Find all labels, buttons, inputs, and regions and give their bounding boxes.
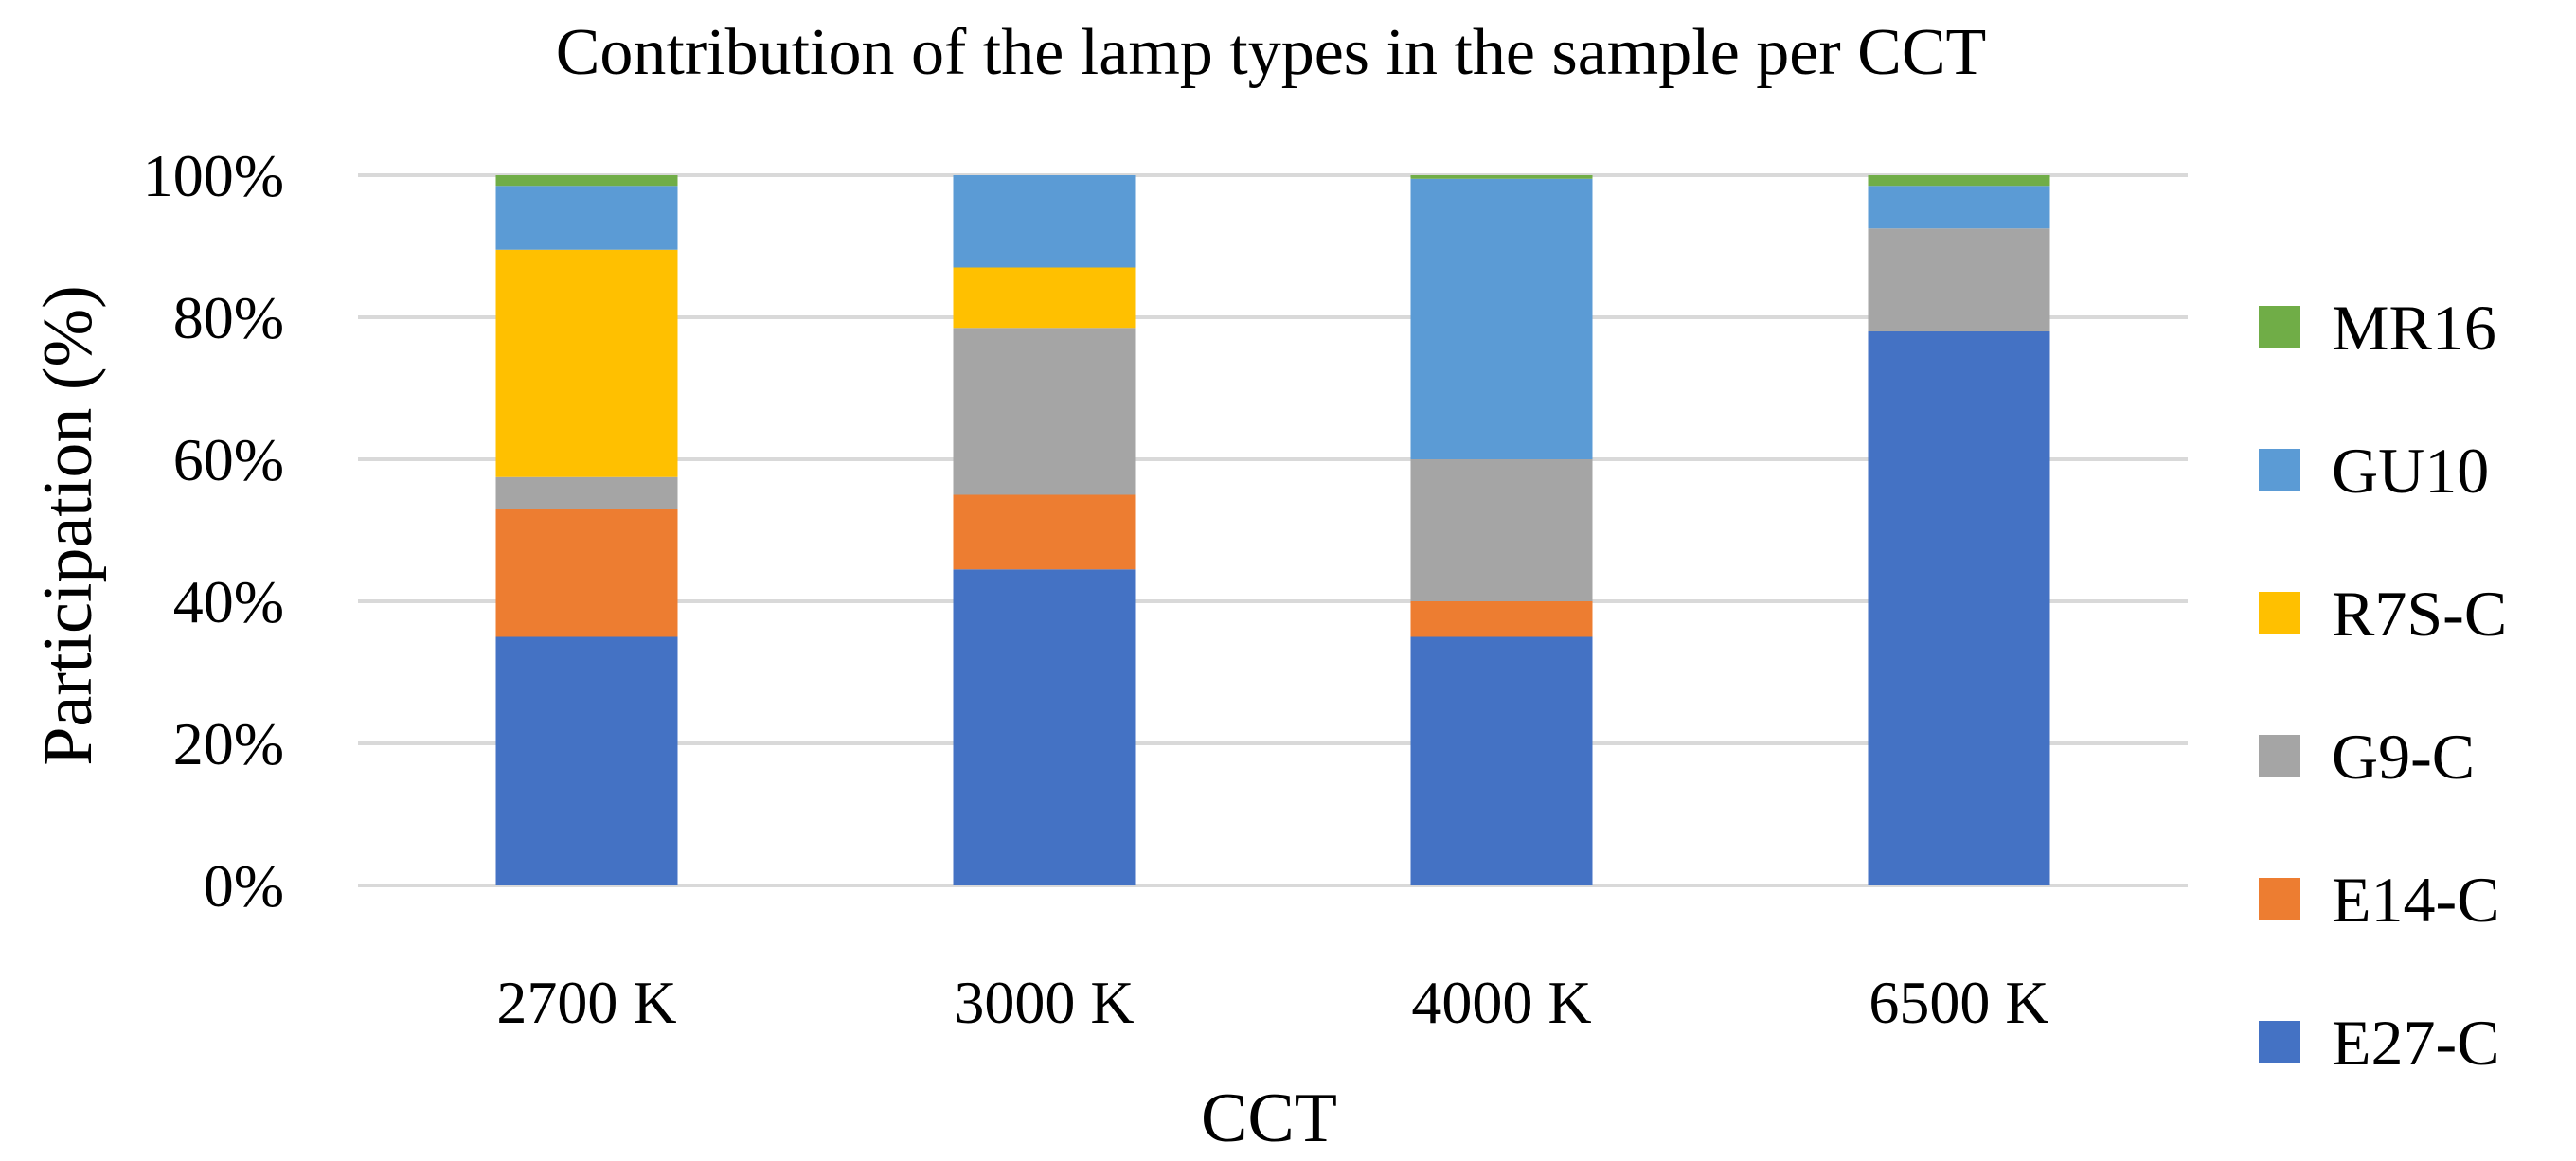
chart-title: Contribution of the lamp types in the sa… bbox=[556, 16, 1987, 89]
bar-segment-e27-c-0 bbox=[495, 636, 678, 885]
bar-segment-e27-c-1 bbox=[953, 569, 1136, 885]
y-tick-label: 100% bbox=[143, 142, 284, 209]
bar-segment-e14-c-1 bbox=[953, 494, 1136, 570]
bar-segment-e27-c-2 bbox=[1410, 636, 1593, 885]
bar-segment-mr16-3 bbox=[1868, 175, 2050, 187]
bar-segment-g9-c-3 bbox=[1868, 228, 2050, 331]
legend-label-r7s-c: R7S-C bbox=[2332, 578, 2507, 650]
bars bbox=[495, 175, 2050, 885]
legend-swatch-e14-c bbox=[2259, 878, 2300, 920]
x-tick-label: 2700 K bbox=[496, 969, 676, 1036]
y-tick-label: 40% bbox=[173, 568, 284, 635]
legend-swatch-e27-c bbox=[2259, 1021, 2300, 1063]
y-tick-label: 20% bbox=[173, 710, 284, 777]
x-tick-label: 4000 K bbox=[1411, 969, 1591, 1036]
x-axis-ticks: 2700 K 3000 K 4000 K 6500 K bbox=[496, 969, 2048, 1036]
bar-segment-mr16-2 bbox=[1410, 175, 1593, 179]
y-tick-label: 0% bbox=[204, 852, 284, 920]
x-tick-label: 3000 K bbox=[954, 969, 1134, 1036]
legend-label-g9-c: G9-C bbox=[2332, 721, 2475, 793]
legend-swatch-gu10 bbox=[2259, 449, 2300, 491]
y-axis-title: Participation (%) bbox=[29, 285, 107, 766]
bar-segment-gu10-3 bbox=[1868, 186, 2050, 229]
bar-segment-e14-c-0 bbox=[495, 509, 678, 637]
bar-segment-gu10-0 bbox=[495, 186, 678, 250]
legend-label-mr16: MR16 bbox=[2332, 292, 2496, 364]
bar-segment-r7s-c-1 bbox=[953, 267, 1136, 329]
legend-swatch-mr16 bbox=[2259, 306, 2300, 348]
legend-swatch-g9-c bbox=[2259, 735, 2300, 777]
legend-label-gu10: GU10 bbox=[2332, 435, 2489, 507]
bar-segment-g9-c-0 bbox=[495, 476, 678, 509]
bar-segment-gu10-1 bbox=[953, 175, 1136, 268]
legend-swatch-r7s-c bbox=[2259, 592, 2300, 634]
bar-segment-g9-c-2 bbox=[1410, 459, 1593, 601]
legend: MR16 GU10 R7S-C G9-C E14-C E27-C bbox=[2259, 292, 2507, 1079]
legend-label-e27-c: E27-C bbox=[2332, 1007, 2500, 1079]
x-tick-label: 6500 K bbox=[1869, 969, 2048, 1036]
bar-segment-g9-c-1 bbox=[953, 328, 1136, 495]
bar-segment-e27-c-3 bbox=[1868, 331, 2050, 885]
legend-label-e14-c: E14-C bbox=[2332, 864, 2500, 936]
y-tick-label: 80% bbox=[173, 284, 284, 351]
bar-segment-e14-c-2 bbox=[1410, 601, 1593, 637]
y-axis-ticks: 0% 20% 40% 60% 80% 100% bbox=[143, 142, 284, 920]
bar-segment-mr16-0 bbox=[495, 175, 678, 187]
bar-segment-r7s-c-0 bbox=[495, 249, 678, 477]
x-axis-title: CCT bbox=[1201, 1080, 1337, 1157]
y-tick-label: 60% bbox=[173, 426, 284, 493]
bar-segment-gu10-2 bbox=[1410, 178, 1593, 459]
